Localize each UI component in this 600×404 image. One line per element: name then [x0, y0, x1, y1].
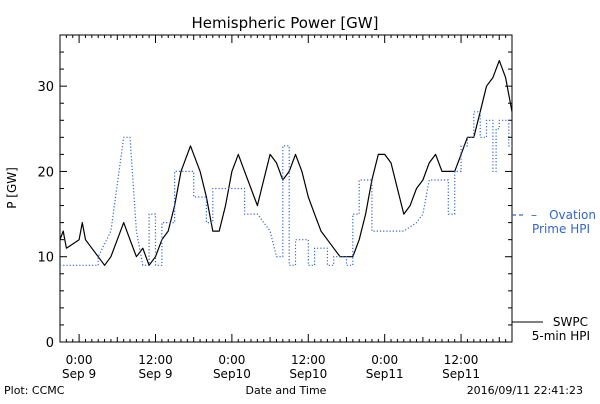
series-line-swpc: [59, 60, 513, 266]
x-tick-label-time: 0:00: [66, 353, 93, 367]
y-axis-ticks: 0 10 20 30: [37, 34, 512, 351]
x-tick-label-time: 12:00: [291, 353, 326, 367]
y-tick-label: 10: [37, 251, 54, 266]
legend-label-swpc-line2: 5-min HPI: [532, 329, 590, 343]
x-tick-label-time: 0:00: [371, 353, 398, 367]
chart-title: Hemispheric Power [GW]: [192, 14, 379, 32]
x-tick-label-date: Sep 9: [62, 367, 96, 381]
series-line-ovation: [60, 111, 512, 266]
x-tick-label-date: Sep 9: [138, 367, 172, 381]
plot-frame: [59, 34, 513, 343]
x-tick-label-time: 0:00: [218, 353, 245, 367]
legend-label-swpc-line1: SWPC: [553, 315, 588, 329]
x-tick-label-date: Sep11: [442, 367, 480, 381]
x-tick-label-time: 12:00: [138, 353, 173, 367]
x-axis-label: Date and Time: [246, 384, 327, 397]
x-tick-label-date: Sep10: [289, 367, 327, 381]
y-tick-label: 0: [46, 336, 54, 351]
legend-dash-ovation: –: [531, 208, 537, 222]
x-tick-label-time: 12:00: [444, 353, 479, 367]
y-tick-label: 20: [37, 165, 54, 180]
y-tick-label: 30: [37, 80, 54, 95]
footer-timestamp: 2016/09/11 22:41:23: [467, 384, 583, 397]
footer-plot-credit: Plot: CCMC: [4, 384, 65, 397]
legend-label-ovation-line2: Prime HPI: [532, 222, 590, 236]
x-tick-label-date: Sep10: [213, 367, 251, 381]
legend-label-ovation-line1: Ovation: [549, 208, 596, 222]
series-layer: [59, 60, 513, 266]
x-tick-label-date: Sep11: [366, 367, 404, 381]
y-axis-label: P [GW]: [5, 167, 19, 209]
